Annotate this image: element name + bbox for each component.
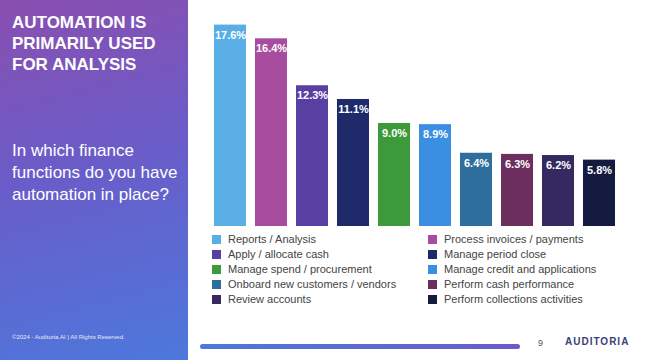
html-text:Process invoices / payments: Process invoices / payments [444,233,584,245]
html-text:Review accounts: Review accounts [228,293,312,305]
html-text:9: 9 [538,338,543,348]
svg-text:17.6%: 17.6% [215,29,246,41]
svg-text:5.8%: 5.8% [587,164,612,176]
svg-text:12.3%: 12.3% [297,89,328,101]
svg-text:11.1%: 11.1% [338,103,369,115]
html-text:AUDITORIA: AUDITORIA [565,336,630,347]
svg-text:6.4%: 6.4% [464,157,489,169]
svg-text:16.4%: 16.4% [256,42,287,54]
html-text:Apply / allocate cash: Apply / allocate cash [228,248,329,260]
html-text:Perform cash performance: Perform cash performance [444,278,575,290]
svg-text:8.9%: 8.9% [423,128,448,140]
html-text:©2024 - Auditoria.AI | All Rig: ©2024 - Auditoria.AI | All Rights Reserv… [12,334,125,340]
html-text:Manage spend / procurement: Manage spend / procurement [228,263,372,275]
html-text:In which finance functions do: In which finance functions do you have a… [12,141,178,204]
html-text:AUTOMATION IS PRIMARILY USED F: AUTOMATION IS PRIMARILY USED FOR ANALYSI… [12,13,156,74]
svg-text:6.2%: 6.2% [546,159,571,171]
svg-text:6.3%: 6.3% [505,158,530,170]
svg-text:9.0%: 9.0% [382,127,407,139]
html-text:Manage period close: Manage period close [444,248,547,260]
html-text:Manage credit and applications: Manage credit and applications [444,263,597,275]
html-text:Onboard new customers / vendor: Onboard new customers / vendors [228,278,397,290]
html-text:Reports / Analysis: Reports / Analysis [228,233,316,245]
html-text:Perform collections activities: Perform collections activities [444,293,583,305]
